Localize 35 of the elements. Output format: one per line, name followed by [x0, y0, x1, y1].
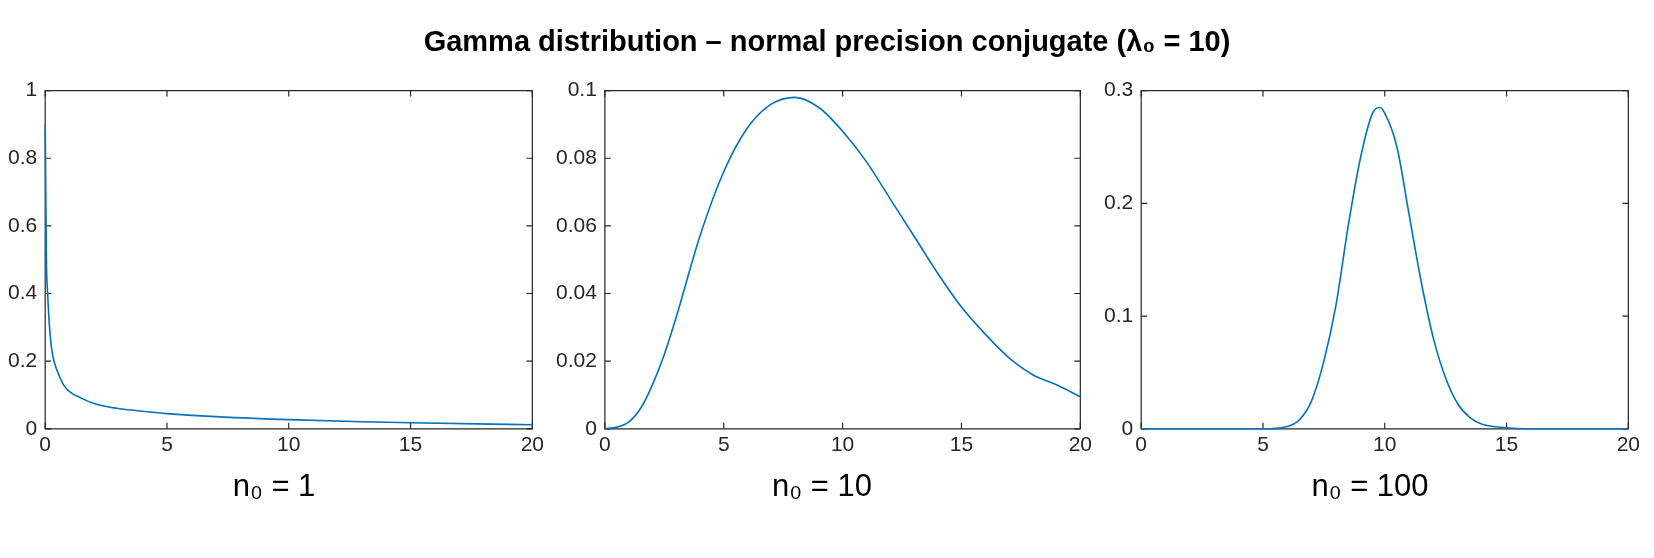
- line-series: [1140, 106, 1630, 430]
- y-tick-label: 0.06: [556, 212, 597, 236]
- y-tick-label: 0.1: [567, 77, 597, 101]
- text: Gamma distribution – normal precision conjugate (λ₀ = 10): [422, 24, 1232, 59]
- y-tick-label: 0.08: [556, 145, 597, 169]
- x-tick-label: 15: [1494, 432, 1519, 456]
- x-tick-label: 15: [398, 432, 423, 456]
- x-tick-label: 20: [520, 432, 544, 456]
- x-tick-label: 15: [949, 432, 974, 456]
- y-tick-label: 0.4: [7, 280, 38, 304]
- y-tick-label: 0.6: [7, 212, 38, 236]
- y-tick-label: 0.3: [1103, 77, 1134, 101]
- y-tick-label: 0: [585, 415, 597, 439]
- y-tick-label: 0.04: [556, 280, 598, 304]
- x-tick-label: 5: [717, 432, 730, 456]
- x-tick-label: 20: [1068, 432, 1092, 456]
- x-tick-label: 5: [161, 432, 173, 456]
- x-axis-title: n₀ = 100: [1310, 468, 1430, 504]
- y-tick-label: 0.2: [7, 347, 38, 371]
- x-tick-label: 20: [1616, 432, 1640, 456]
- x-axis-title: n₀ = 10: [771, 468, 873, 504]
- x-tick-label: 10: [277, 432, 301, 456]
- line-series: [604, 96, 1082, 430]
- y-tick-label: 0: [1121, 415, 1134, 439]
- line-series: [44, 123, 534, 426]
- y-tick-label: 0.8: [7, 145, 38, 169]
- y-tick-label: 0.1: [1103, 302, 1134, 326]
- y-tick-label: 0: [25, 415, 38, 439]
- y-tick-label: 0.2: [1103, 190, 1134, 214]
- x-tick-label: 10: [1373, 432, 1397, 456]
- x-tick-label: 10: [830, 432, 855, 456]
- y-tick-label: 1: [25, 77, 38, 101]
- y-tick-label: 0.02: [556, 347, 597, 371]
- x-tick-label: 5: [1257, 432, 1269, 456]
- x-axis-title: n₀ = 1: [231, 468, 317, 504]
